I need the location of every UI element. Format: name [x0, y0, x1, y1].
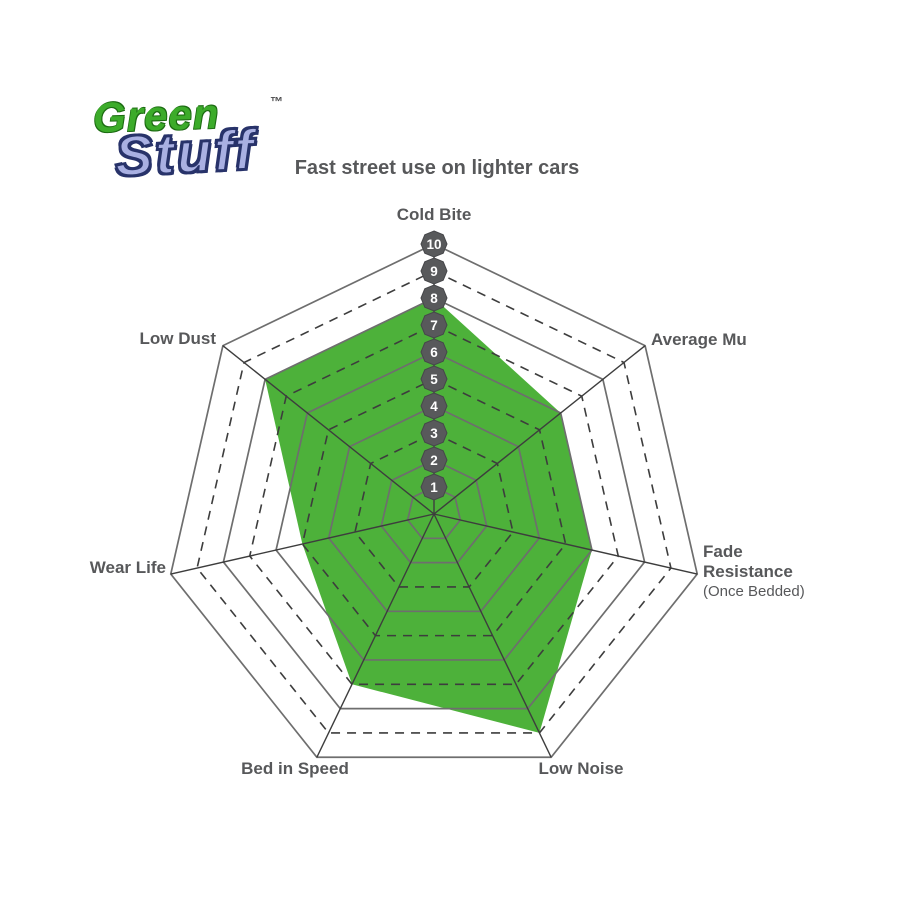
axis-spoke-5	[170, 513, 435, 575]
axis-label-low-dust: Low Dust	[139, 329, 217, 348]
axis-spoke-1	[433, 345, 646, 515]
scale-badge-label-8: 8	[430, 291, 438, 306]
trademark-symbol: ™	[270, 94, 283, 109]
grid-ring-solid-1	[406, 486, 462, 540]
scale-badge-label-10: 10	[426, 237, 441, 252]
axis-label-low-noise: Low Noise	[538, 759, 624, 778]
scale-badge-9	[420, 257, 448, 285]
scale-badge-label-3: 3	[430, 426, 438, 441]
grid-ring-dashed-5	[301, 378, 567, 637]
scale-badge-label-1: 1	[430, 480, 438, 495]
scale-badge-label-6: 6	[430, 345, 438, 360]
axis-spoke-3	[433, 513, 552, 758]
grid-ring-dashed-3	[354, 432, 514, 588]
grid-ring-dashed-9	[196, 270, 672, 734]
radar-grid-rings	[169, 243, 699, 759]
scale-badge-label-4: 4	[430, 399, 438, 414]
scale-badge-4	[420, 392, 448, 420]
axis-label-average-mu: Average Mu	[651, 330, 747, 349]
scale-badge-10	[420, 230, 448, 258]
grid-ring-solid-2	[380, 459, 488, 564]
radar-scale-badges: 1 2 3 4 5 6 7 8 9 10	[420, 230, 448, 501]
greenstuff-logo: Green Stuff ™	[85, 88, 285, 203]
scale-badge-6	[420, 338, 448, 366]
grid-ring-solid-8	[222, 297, 646, 710]
axis-label-bed-in-speed: Bed in Speed	[241, 759, 349, 778]
axis-spoke-6	[222, 345, 435, 515]
axis-label-wear-life: Wear Life	[89, 558, 166, 577]
axis-label-fade-main: Fade Resistance	[703, 542, 793, 581]
axis-label-cold-bite: Cold Bite	[396, 205, 472, 224]
scale-badge-2	[420, 446, 448, 474]
scale-badge-5	[420, 365, 448, 393]
axis-label-fade-sub: (Once Bedded)	[703, 583, 805, 600]
grid-ring-solid-4	[327, 405, 541, 613]
scale-badge-label-9: 9	[430, 264, 438, 279]
scale-badge-label-7: 7	[430, 318, 438, 333]
axis-label-fade-resistance: Fade Resistance (Once Bedded)	[703, 542, 815, 602]
grid-ring-solid-6	[275, 351, 593, 661]
axis-spoke-4	[316, 513, 435, 758]
scale-badge-8	[420, 284, 448, 312]
grid-ring-solid-10	[169, 243, 699, 759]
axis-spoke-2	[433, 513, 698, 575]
scale-badge-label-2: 2	[430, 453, 438, 468]
chart-title: Fast street use on lighter cars	[294, 157, 580, 179]
scale-badge-7	[420, 311, 448, 339]
scale-badge-3	[420, 419, 448, 447]
scale-badge-1	[420, 473, 448, 501]
scale-badge-label-5: 5	[430, 372, 438, 387]
